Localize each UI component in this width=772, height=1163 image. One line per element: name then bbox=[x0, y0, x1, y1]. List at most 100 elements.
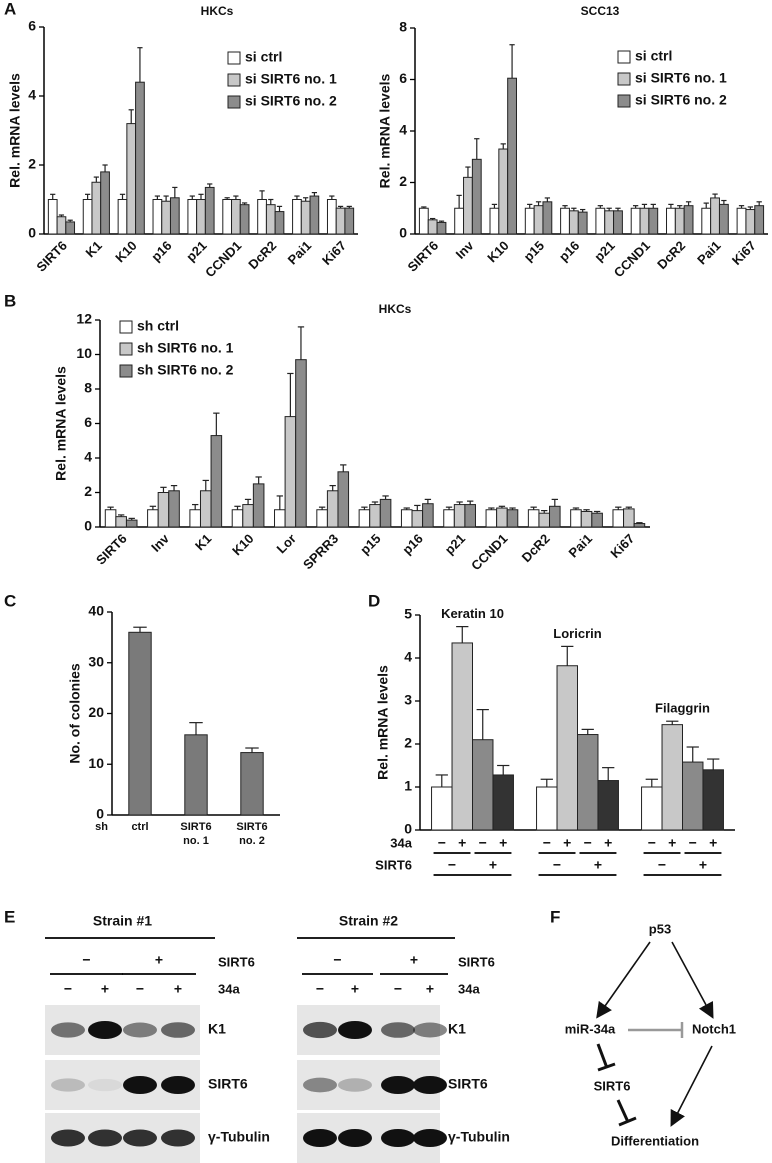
sign: − bbox=[394, 981, 402, 997]
bar bbox=[204, 186, 215, 235]
bar bbox=[231, 199, 241, 235]
blot-band bbox=[123, 1129, 157, 1147]
bar bbox=[604, 210, 615, 235]
bar bbox=[344, 207, 355, 235]
x-tick-label: p15 bbox=[357, 531, 383, 557]
group-label: Filaggrin bbox=[655, 701, 710, 716]
x-tick-label: Inv bbox=[453, 237, 477, 261]
y-tick-label: 4 bbox=[28, 87, 36, 103]
bar bbox=[507, 77, 517, 235]
x-tick-label: no. 2 bbox=[239, 835, 265, 847]
x-tick-label: Pai1 bbox=[694, 238, 724, 268]
blot-band bbox=[123, 1076, 157, 1094]
condition-sign: + bbox=[499, 835, 507, 851]
bar bbox=[284, 416, 297, 528]
x-tick-label: ctrl bbox=[131, 821, 148, 833]
y-tick-label: 40 bbox=[88, 603, 104, 619]
bar bbox=[556, 665, 579, 831]
bar bbox=[128, 631, 152, 816]
bar bbox=[701, 207, 712, 235]
blot-band bbox=[381, 1022, 415, 1038]
condition-sign: + bbox=[699, 857, 707, 873]
blot-band bbox=[338, 1078, 372, 1092]
bar bbox=[580, 510, 593, 528]
y-tick-label: 6 bbox=[28, 18, 36, 34]
legend-label: si ctrl bbox=[245, 49, 282, 65]
y-tick-label: 0 bbox=[84, 518, 92, 534]
panel-label: C bbox=[4, 591, 16, 610]
bar bbox=[431, 786, 453, 831]
blot-band bbox=[123, 1022, 157, 1038]
x-tick-label: p21 bbox=[183, 238, 209, 264]
bar bbox=[274, 509, 286, 528]
bar bbox=[418, 207, 429, 235]
bar bbox=[683, 205, 694, 235]
bar bbox=[65, 221, 76, 235]
bar bbox=[316, 509, 328, 528]
bar bbox=[300, 200, 311, 235]
bar bbox=[56, 216, 67, 235]
y-tick-label: 2 bbox=[399, 173, 407, 189]
bar bbox=[125, 519, 138, 528]
y-tick-label: 8 bbox=[84, 380, 92, 396]
legend-swatch bbox=[227, 73, 241, 87]
legend-label: sh SIRT6 no. 1 bbox=[137, 340, 234, 356]
y-axis-label: Rel. mRNA levels bbox=[7, 73, 23, 188]
bar bbox=[427, 219, 438, 235]
chart-title: SCC13 bbox=[581, 4, 620, 18]
condition-label: SIRT6 bbox=[375, 857, 412, 872]
bar bbox=[754, 205, 765, 235]
bar bbox=[560, 207, 570, 235]
bar bbox=[358, 509, 371, 528]
bar bbox=[309, 195, 320, 235]
bar bbox=[471, 158, 482, 235]
bar bbox=[612, 509, 625, 528]
bar bbox=[135, 81, 145, 235]
bar bbox=[239, 204, 250, 235]
bar bbox=[718, 203, 729, 235]
bar bbox=[485, 509, 498, 528]
panel-label: F bbox=[550, 907, 560, 926]
bar bbox=[542, 201, 553, 235]
blot-band bbox=[88, 1129, 122, 1147]
condition-sign: − bbox=[658, 857, 666, 873]
legend-swatch bbox=[617, 94, 631, 108]
bar bbox=[265, 204, 276, 235]
x-tick-label: Lor bbox=[274, 531, 299, 556]
x-tick-label: p15 bbox=[521, 238, 547, 264]
condition-sign: − bbox=[689, 835, 697, 851]
bar bbox=[240, 752, 264, 816]
bar bbox=[169, 197, 180, 235]
bar bbox=[443, 509, 455, 528]
bar bbox=[549, 505, 561, 528]
bar bbox=[597, 780, 619, 831]
y-tick-label: 0 bbox=[399, 225, 407, 241]
x-tick-label: SIRT6 bbox=[93, 531, 130, 568]
bar bbox=[379, 498, 392, 528]
blot-band bbox=[88, 1078, 122, 1092]
bar bbox=[184, 734, 208, 816]
bar bbox=[577, 734, 599, 831]
sign: + bbox=[351, 981, 359, 997]
bar bbox=[613, 210, 623, 235]
inhibition bbox=[596, 1043, 609, 1069]
y-tick-label: 4 bbox=[404, 649, 412, 665]
group-label: Loricrin bbox=[553, 626, 601, 641]
group-label: Keratin 10 bbox=[441, 606, 504, 621]
pathway-diagram bbox=[596, 941, 714, 1127]
bar bbox=[464, 504, 476, 528]
node: Differentiation bbox=[611, 1133, 699, 1148]
strain-title: Strain #2 bbox=[339, 913, 398, 929]
blot-band bbox=[88, 1021, 122, 1039]
bar bbox=[666, 207, 676, 235]
x-tick-label: CCND1 bbox=[468, 531, 510, 573]
arrow bbox=[670, 1045, 713, 1127]
bar bbox=[199, 490, 212, 528]
sign: − bbox=[82, 952, 90, 968]
x-tick-label: DcR2 bbox=[519, 531, 553, 565]
blot-band bbox=[51, 1129, 85, 1147]
legend-label: si SIRT6 no. 1 bbox=[635, 70, 727, 86]
y-tick-label: 2 bbox=[404, 735, 412, 751]
sign: − bbox=[333, 952, 341, 968]
bar bbox=[496, 507, 508, 528]
